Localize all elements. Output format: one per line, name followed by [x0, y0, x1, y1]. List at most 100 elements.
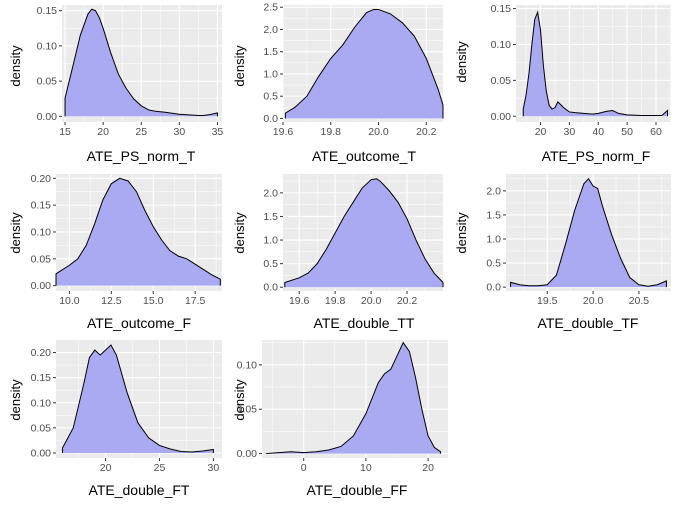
- y-tick-label: 0.05: [237, 404, 258, 416]
- y-tick-label: 0.10: [37, 40, 58, 52]
- y-tick-label: 0.10: [491, 39, 512, 51]
- density-line: [510, 178, 667, 288]
- x-tick-label: 20: [422, 462, 434, 474]
- density-panel-8: 0 10 20 0.00 0.05 0.10 ATE_double_FF density: [232, 340, 448, 498]
- x-axis-title: ATE_PS_norm_T: [87, 148, 196, 164]
- y-tick-label: 0.00: [31, 447, 52, 459]
- x-tick-label: 10: [360, 462, 372, 474]
- x-tick-label: 25: [135, 126, 147, 138]
- y-tick-label: 0.0: [263, 113, 278, 125]
- density-area: [284, 178, 443, 288]
- y-tick-label: 0.10: [31, 226, 52, 238]
- y-tick-label: 0.20: [31, 173, 52, 185]
- density-area: [523, 12, 668, 117]
- density-line: [55, 177, 221, 286]
- density-line: [522, 10, 669, 117]
- x-tick-label: 20.0: [361, 295, 382, 307]
- x-tick-label: 15.0: [143, 295, 164, 307]
- x-tick-label: 60: [650, 126, 662, 138]
- density-area: [285, 9, 443, 119]
- y-tick-label: 0.0: [263, 282, 278, 294]
- x-tick-label: 50: [621, 126, 633, 138]
- y-tick-label: 0.20: [31, 347, 52, 359]
- density-area: [510, 178, 667, 288]
- x-axis-title: ATE_outcome_T: [312, 148, 416, 164]
- density-line: [284, 8, 444, 119]
- y-tick-label: 2.0: [486, 185, 501, 197]
- y-tick-label: 2.0: [263, 187, 278, 199]
- density-line: [265, 341, 442, 455]
- y-axis-title: density: [8, 379, 23, 421]
- x-axis-title: ATE_double_FF: [307, 482, 408, 498]
- x-axis-title: ATE_outcome_F: [87, 315, 191, 331]
- density-panel-4: 10.0 12.5 15.0 17.5 0.00 0.05 0.10 0.15 0.20 ATE_…: [8, 173, 222, 331]
- y-tick-label: 1.0: [486, 234, 501, 246]
- x-tick-label: 12.5: [101, 295, 122, 307]
- x-tick-label: 20: [100, 462, 112, 474]
- x-tick-label: 40: [592, 126, 604, 138]
- y-tick-label: 2.0: [263, 24, 278, 36]
- y-tick-label: 1.0: [263, 68, 278, 80]
- y-tick-label: 0.00: [237, 448, 258, 460]
- y-tick-label: 0.05: [31, 422, 52, 434]
- density-panel-5: 19.6 19.8 20.0 20.2 0.0 0.5 1.0 1.5 2.0 ATE_doubl…: [232, 174, 444, 331]
- x-tick-label: 20: [535, 126, 547, 138]
- y-tick-label: 0.10: [31, 397, 52, 409]
- y-axis-title: density: [8, 45, 23, 87]
- density-area: [56, 178, 221, 286]
- x-tick-label: 20: [97, 126, 109, 138]
- density-line: [284, 178, 444, 288]
- x-tick-label: 19.8: [325, 295, 346, 307]
- y-tick-label: 0.00: [31, 280, 52, 292]
- y-tick-label: 0.05: [37, 76, 58, 88]
- x-tick-label: 10.0: [59, 295, 80, 307]
- y-tick-label: 1.0: [263, 235, 278, 247]
- x-axis-title: ATE_PS_norm_F: [542, 148, 651, 164]
- y-axis-title: density: [232, 45, 247, 87]
- y-axis-title: density: [8, 212, 23, 254]
- density-line: [64, 8, 218, 117]
- x-tick-label: 20.2: [416, 126, 437, 138]
- y-tick-label: 2.5: [263, 2, 278, 14]
- density-line: [61, 344, 214, 453]
- y-axis-title: density: [232, 379, 247, 421]
- x-tick-label: 30: [208, 462, 220, 474]
- x-tick-label: 19.5: [537, 295, 558, 307]
- density-panel-2: 19.6 19.8 20.0 20.2 0.0 0.5 1.0 1.5 2.0 2.5 ATE_ou…: [232, 2, 444, 164]
- x-axis-title: ATE_double_FT: [89, 482, 190, 498]
- x-tick-label: 19.8: [321, 126, 342, 138]
- density-area: [65, 9, 218, 117]
- y-tick-label: 1.5: [263, 46, 278, 58]
- y-axis-title: density: [454, 212, 469, 254]
- y-tick-label: 1.5: [486, 209, 501, 221]
- x-tick-label: 20.2: [397, 295, 418, 307]
- y-tick-label: 0.0: [486, 282, 501, 294]
- y-tick-label: 0.05: [491, 75, 512, 87]
- density-panel-3: 20 30 40 50 60 0.00 0.05 0.10 0.15 ATE_PS_norm_F d…: [454, 3, 671, 164]
- x-tick-label: 25: [154, 462, 166, 474]
- y-tick-label: 0.15: [31, 372, 52, 384]
- y-tick-label: 0.5: [263, 258, 278, 270]
- density-area: [266, 342, 441, 454]
- density-panel-6: 19.5 20.0 20.5 0.0 0.5 1.0 1.5 2.0 ATE_double_TF…: [454, 174, 671, 331]
- x-tick-label: 30: [173, 126, 185, 138]
- y-tick-label: 0.00: [37, 111, 58, 123]
- x-tick-label: 19.6: [289, 295, 310, 307]
- x-tick-label: 20.0: [368, 126, 389, 138]
- x-tick-label: 19.6: [273, 126, 294, 138]
- y-axis-title: density: [232, 212, 247, 254]
- density-area: [62, 345, 214, 453]
- density-panel-1: 15 20 25 30 35 0.00 0.05 0.10 0.15 ATE_PS_norm_T d…: [8, 5, 223, 164]
- x-axis-title: ATE_double_TT: [314, 315, 415, 331]
- x-tick-label: 17.5: [185, 295, 206, 307]
- y-tick-label: 0.15: [491, 3, 512, 15]
- x-tick-label: 15: [59, 126, 71, 138]
- density-panel-7: 20 25 30 0.00 0.05 0.10 0.15 0.20 ATE_double_FT d…: [8, 340, 222, 498]
- x-tick-label: 0: [301, 462, 307, 474]
- x-tick-label: 30: [564, 126, 576, 138]
- y-tick-label: 0.15: [31, 200, 52, 212]
- y-tick-label: 0.10: [237, 359, 258, 371]
- y-axis-title: density: [454, 41, 469, 83]
